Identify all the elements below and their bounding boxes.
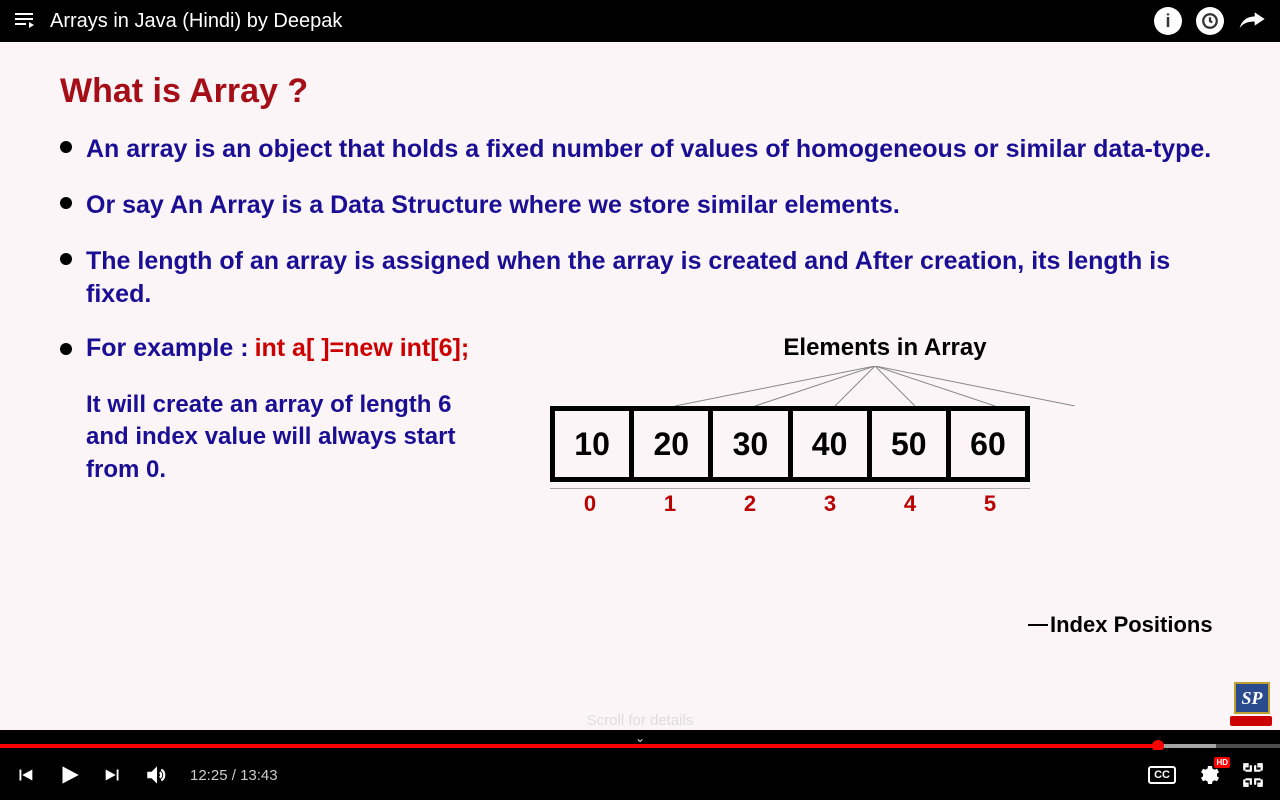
bullet-text: An array is an object that holds a fixed… bbox=[86, 133, 1211, 167]
index-cell: 1 bbox=[630, 488, 710, 517]
bullet-item: An array is an object that holds a fixed… bbox=[60, 133, 1220, 167]
bullet-dot-icon bbox=[60, 253, 72, 265]
current-time: 12:25 bbox=[190, 767, 228, 784]
previous-button[interactable] bbox=[14, 763, 36, 787]
array-cell: 50 bbox=[872, 411, 951, 477]
index-row: 0 1 2 3 4 5 bbox=[550, 488, 1030, 517]
top-bar-right: i bbox=[1154, 7, 1268, 36]
diagram-title: Elements in Array bbox=[550, 334, 1220, 362]
captions-button[interactable]: CC bbox=[1148, 766, 1176, 784]
slide-title: What is Array ? bbox=[60, 72, 1220, 111]
video-title[interactable]: Arrays in Java (Hindi) by Deepak bbox=[50, 10, 342, 33]
example-left-column: For example : int a[ ]=new int[6]; It wi… bbox=[60, 334, 500, 486]
array-cell: 20 bbox=[634, 411, 713, 477]
controls-right-group: CC HD bbox=[1148, 762, 1266, 788]
progress-background bbox=[0, 744, 1280, 748]
bullet-dot-icon bbox=[60, 141, 72, 153]
hd-badge: HD bbox=[1214, 757, 1230, 768]
duration: 13:43 bbox=[240, 767, 278, 784]
channel-logo: SP bbox=[1234, 682, 1270, 714]
example-header-line: For example : int a[ ]=new int[6]; bbox=[60, 334, 500, 363]
bullet-list: An array is an object that holds a fixed… bbox=[60, 133, 1220, 312]
bullet-text: Or say An Array is a Data Structure wher… bbox=[86, 189, 900, 223]
bullet-item: The length of an array is assigned when … bbox=[60, 245, 1220, 313]
example-section: For example : int a[ ]=new int[6]; It wi… bbox=[60, 334, 1220, 517]
watch-later-icon[interactable] bbox=[1196, 7, 1224, 35]
scroll-text: Scroll for details bbox=[587, 712, 694, 729]
video-slide-content: What is Array ? An array is an object th… bbox=[0, 42, 1280, 730]
array-diagram: Elements in Array 10 20 30 40 50 60 0 1 bbox=[530, 334, 1220, 517]
progress-played bbox=[0, 744, 1158, 748]
controls-left-group: 12:25 / 13:43 bbox=[14, 760, 278, 790]
index-positions-label: Index Positions bbox=[1050, 612, 1213, 638]
array-cell: 10 bbox=[555, 411, 634, 477]
index-cell: 0 bbox=[550, 488, 630, 517]
index-cell: 5 bbox=[950, 488, 1030, 517]
next-button[interactable] bbox=[102, 763, 124, 787]
example-description: It will create an array of length 6 and … bbox=[86, 389, 500, 486]
video-top-bar: Arrays in Java (Hindi) by Deepak i bbox=[0, 0, 1280, 42]
array-cell: 60 bbox=[951, 411, 1025, 477]
time-display: 12:25 / 13:43 bbox=[190, 767, 278, 784]
exit-fullscreen-button[interactable] bbox=[1240, 762, 1266, 788]
share-icon[interactable] bbox=[1238, 7, 1268, 36]
bullet-dot-icon bbox=[60, 343, 72, 355]
cc-icon: CC bbox=[1148, 766, 1176, 784]
bullet-dot-icon bbox=[60, 197, 72, 209]
play-button[interactable] bbox=[56, 760, 82, 790]
index-label-dash bbox=[1028, 624, 1048, 626]
playlist-icon[interactable] bbox=[12, 7, 36, 36]
top-bar-left: Arrays in Java (Hindi) by Deepak bbox=[12, 7, 342, 36]
index-cell: 2 bbox=[710, 488, 790, 517]
code-snippet: int a[ ]=new int[6]; bbox=[255, 334, 470, 363]
array-cell: 40 bbox=[793, 411, 872, 477]
index-cell: 4 bbox=[870, 488, 950, 517]
bullet-text: The length of an array is assigned when … bbox=[86, 245, 1220, 313]
array-cells-row: 10 20 30 40 50 60 bbox=[550, 406, 1030, 482]
chevron-down-icon: ⌄ bbox=[635, 731, 645, 745]
player-controls-bar: 12:25 / 13:43 CC HD bbox=[0, 750, 1280, 800]
info-icon[interactable]: i bbox=[1154, 7, 1182, 35]
array-cell: 30 bbox=[713, 411, 792, 477]
bullet-item: Or say An Array is a Data Structure wher… bbox=[60, 189, 1220, 223]
subscribe-badge bbox=[1230, 716, 1272, 726]
settings-button[interactable]: HD bbox=[1196, 763, 1220, 787]
index-cell: 3 bbox=[790, 488, 870, 517]
diagram-connector-lines bbox=[615, 366, 1135, 406]
scroll-for-details[interactable]: Scroll for details ⌄ bbox=[587, 712, 694, 746]
example-label: For example : bbox=[86, 334, 249, 363]
volume-button[interactable] bbox=[144, 762, 170, 788]
